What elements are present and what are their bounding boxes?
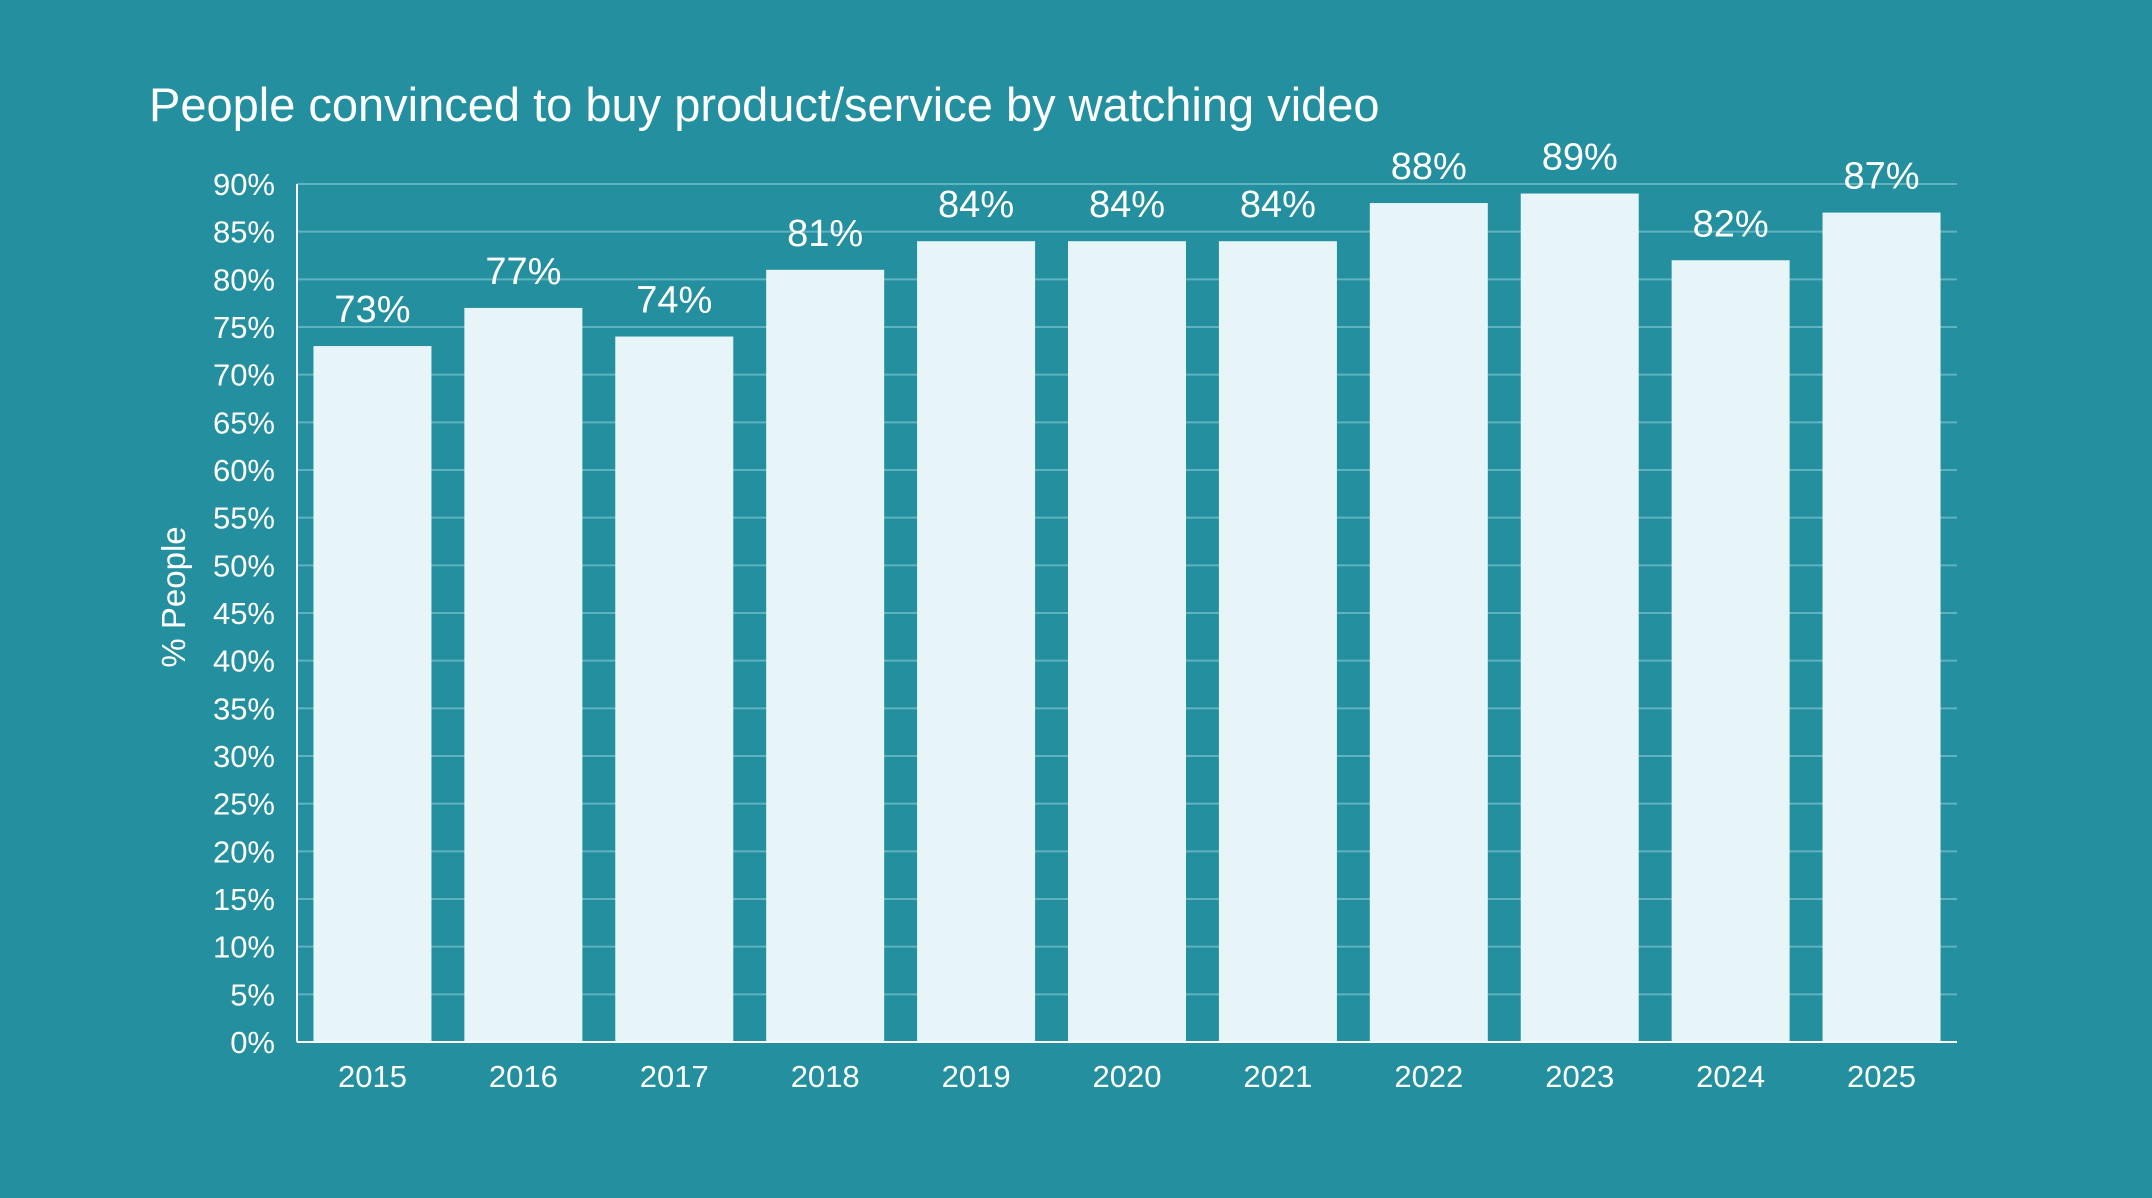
- y-axis-title: % People: [155, 526, 192, 667]
- y-tick-label: 60%: [213, 453, 275, 488]
- data-label: 74%: [636, 280, 712, 322]
- chart-title: People convinced to buy product/service …: [149, 78, 1380, 131]
- bar-2021: [1218, 241, 1337, 1042]
- bar-2016: [464, 307, 583, 1042]
- bars: [313, 193, 1941, 1043]
- x-tick-label: 2024: [1696, 1059, 1765, 1094]
- bar-2019: [917, 241, 1036, 1042]
- bar-2023: [1520, 193, 1639, 1043]
- data-label: 81%: [787, 213, 863, 255]
- x-tick-label: 2023: [1545, 1059, 1614, 1094]
- y-tick-label: 35%: [213, 691, 275, 726]
- x-tick-label: 2017: [640, 1059, 709, 1094]
- y-tick-label: 25%: [213, 787, 275, 822]
- data-label: 77%: [485, 251, 561, 293]
- bar-2017: [615, 336, 734, 1042]
- labels: 0% 5% 10% 15% 20% 25% 30% 35% 40% 45% 50% 55% 60% 65%…: [213, 137, 1920, 1094]
- y-tick-label: 45%: [213, 596, 275, 631]
- bar-2025: [1822, 212, 1941, 1043]
- y-tick-label: 65%: [213, 405, 275, 440]
- y-tick-label: 75%: [213, 310, 275, 345]
- bar-2018: [766, 269, 885, 1042]
- y-tick-label: 50%: [213, 548, 275, 583]
- x-tick-label: 2020: [1093, 1059, 1162, 1094]
- x-tick-label: 2018: [791, 1059, 860, 1094]
- x-tick-label: 2015: [338, 1059, 407, 1094]
- data-label: 84%: [938, 184, 1014, 226]
- data-label: 84%: [1240, 184, 1316, 226]
- y-tick-label: 0%: [230, 1025, 275, 1060]
- axes: [296, 184, 1957, 1043]
- x-tick-label: 2021: [1243, 1059, 1312, 1094]
- y-tick-label: 5%: [230, 977, 275, 1012]
- y-tick-label: 85%: [213, 215, 275, 250]
- y-tick-label: 30%: [213, 739, 275, 774]
- y-tick-label: 80%: [213, 262, 275, 297]
- bar-2024: [1671, 260, 1790, 1042]
- y-tick-label: 20%: [213, 834, 275, 869]
- data-label: 73%: [334, 289, 410, 331]
- bar-2022: [1369, 203, 1488, 1043]
- bar-2020: [1068, 241, 1186, 1042]
- y-tick-label: 70%: [213, 358, 275, 393]
- y-tick-label: 10%: [213, 930, 275, 965]
- data-label: 84%: [1089, 184, 1165, 226]
- x-tick-label: 2019: [942, 1059, 1011, 1094]
- bar-2015: [313, 346, 432, 1043]
- y-tick-label: 40%: [213, 644, 275, 679]
- y-tick-label: 90%: [213, 167, 275, 202]
- data-label: 89%: [1542, 137, 1618, 179]
- data-label: 88%: [1391, 146, 1467, 188]
- y-tick-label: 55%: [213, 501, 275, 536]
- x-tick-label: 2022: [1394, 1059, 1463, 1094]
- data-label: 82%: [1693, 203, 1769, 245]
- x-tick-label: 2025: [1847, 1059, 1916, 1094]
- data-label: 87%: [1844, 156, 1920, 198]
- y-tick-label: 15%: [213, 882, 275, 917]
- x-tick-label: 2016: [489, 1059, 558, 1094]
